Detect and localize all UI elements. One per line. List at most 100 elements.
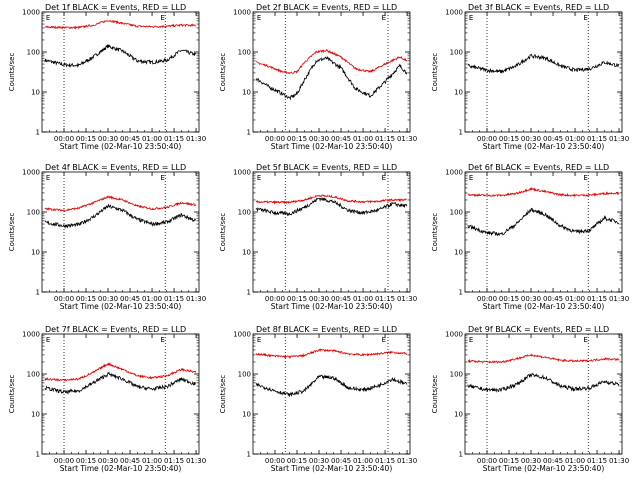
y-tick-label: 10 — [454, 411, 463, 419]
y-tick-label: 1 — [36, 289, 40, 297]
x-tick-label: 00:30 — [521, 135, 541, 143]
x-tick-label: 01:30 — [609, 457, 629, 465]
x-tick-label: 00:15 — [287, 135, 307, 143]
y-tick-label: 1 — [36, 451, 40, 459]
y-tick-label: 100 — [238, 49, 251, 57]
panel-8: Det 8f BLACK = Events, RED = LLD E E 1 10 100… — [219, 325, 417, 473]
x-tick-label: 00:15 — [76, 135, 96, 143]
x-axis-label: Start Time (02-Mar-10 23:50:40) — [60, 302, 182, 311]
events-series — [467, 207, 619, 237]
y-tick-label: 1 — [247, 289, 251, 297]
panel-title: Det 1f BLACK = Events, RED = LLD — [45, 3, 186, 12]
y-tick-label: 100 — [27, 209, 40, 217]
y-tick-label: 100 — [450, 209, 463, 217]
x-tick-label: 00:00 — [265, 295, 285, 303]
x-tick-label: 01:00 — [142, 295, 162, 303]
flag-marker: E — [469, 336, 473, 344]
y-tick-label: 1000 — [445, 9, 463, 17]
x-tick-label: 00:00 — [54, 295, 74, 303]
panel-5: Det 5f BLACK = Events, RED = LLD E E 1 10 100… — [219, 163, 417, 311]
x-tick-label: 00:45 — [120, 295, 140, 303]
y-tick-label: 1 — [36, 129, 40, 137]
x-tick-label: 00:00 — [477, 135, 497, 143]
y-tick-label: 1000 — [22, 169, 40, 177]
x-tick-label: 01:00 — [142, 135, 162, 143]
flag-marker: E — [469, 14, 473, 22]
flag-marker: E — [46, 174, 50, 182]
lld-series — [44, 362, 197, 382]
y-axis-label: Counts/sec — [8, 213, 16, 252]
panel-title: Det 6f BLACK = Events, RED = LLD — [468, 163, 609, 172]
panel-title: Det 7f BLACK = Events, RED = LLD — [45, 325, 186, 334]
panel-3: Det 3f BLACK = Events, RED = LLD E E 1 10 100… — [431, 3, 629, 151]
panel-title: Det 9f BLACK = Events, RED = LLD — [468, 325, 609, 334]
panel-7: Det 7f BLACK = Events, RED = LLD E E 1 10 100… — [8, 325, 206, 473]
y-tick-label: 10 — [242, 89, 251, 97]
flag-marker: E — [160, 14, 164, 22]
panel-9: Det 9f BLACK = Events, RED = LLD E E 1 10 100… — [431, 325, 629, 473]
x-tick-label: 01:30 — [397, 457, 417, 465]
x-tick-label: 00:00 — [54, 135, 74, 143]
panel-6: Det 6f BLACK = Events, RED = LLD E E 1 10 100… — [431, 163, 629, 311]
y-axis-label: Counts/sec — [8, 375, 16, 414]
y-tick-label: 10 — [31, 89, 40, 97]
flag-marker: E — [257, 174, 261, 182]
x-tick-label: 01:30 — [609, 135, 629, 143]
x-tick-label: 00:00 — [477, 457, 497, 465]
flag-marker: E — [382, 336, 386, 344]
x-tick-label: 00:45 — [543, 295, 563, 303]
panel-4: Det 4f BLACK = Events, RED = LLD E E 1 10 100… — [8, 163, 206, 311]
x-tick-label: 01:15 — [375, 295, 395, 303]
events-series — [44, 203, 196, 229]
plot-frame — [41, 333, 200, 455]
y-tick-label: 1 — [459, 451, 463, 459]
lld-series — [255, 348, 407, 359]
x-tick-label: 00:15 — [287, 295, 307, 303]
plot-frame — [464, 171, 623, 293]
x-tick-label: 00:45 — [120, 457, 140, 465]
plot-frame — [252, 171, 411, 293]
x-tick-label: 00:15 — [499, 457, 519, 465]
x-tick-label: 01:00 — [565, 295, 585, 303]
x-tick-label: 00:15 — [76, 457, 96, 465]
x-tick-label: 00:30 — [309, 457, 329, 465]
x-tick-label: 00:45 — [331, 295, 351, 303]
x-tick-label: 00:15 — [499, 295, 519, 303]
x-axis-label: Start Time (02-Mar-10 23:50:40) — [271, 464, 393, 473]
x-tick-label: 00:45 — [331, 457, 351, 465]
x-tick-label: 00:30 — [309, 135, 329, 143]
y-tick-label: 1000 — [233, 9, 251, 17]
y-axis-label: Counts/sec — [431, 213, 439, 252]
y-tick-label: 10 — [454, 89, 463, 97]
lld-series — [44, 19, 196, 30]
flag-marker: E — [469, 174, 473, 182]
y-tick-label: 100 — [238, 371, 251, 379]
x-tick-label: 00:30 — [98, 295, 118, 303]
x-tick-label: 00:00 — [265, 457, 285, 465]
flag-marker: E — [160, 174, 164, 182]
y-tick-label: 10 — [242, 249, 251, 257]
x-axis-label: Start Time (02-Mar-10 23:50:40) — [271, 302, 393, 311]
y-tick-label: 1000 — [233, 331, 251, 339]
flag-marker: E — [382, 14, 386, 22]
y-tick-label: 1000 — [22, 9, 40, 17]
x-axis-label: Start Time (02-Mar-10 23:50:40) — [483, 464, 605, 473]
lld-series — [467, 353, 620, 364]
y-tick-label: 100 — [27, 371, 40, 379]
x-tick-label: 00:30 — [521, 295, 541, 303]
y-tick-label: 1 — [247, 129, 251, 137]
y-tick-label: 1000 — [22, 331, 40, 339]
plot-frame — [464, 11, 623, 133]
flag-marker: E — [257, 336, 261, 344]
y-tick-label: 1 — [459, 129, 463, 137]
x-tick-label: 01:00 — [565, 457, 585, 465]
plot-frame — [41, 171, 200, 293]
x-tick-label: 00:15 — [76, 295, 96, 303]
y-axis-label: Counts/sec — [219, 53, 227, 92]
flag-marker: E — [46, 14, 50, 22]
y-tick-label: 1 — [459, 289, 463, 297]
x-tick-label: 00:00 — [477, 295, 497, 303]
x-tick-label: 01:15 — [164, 295, 184, 303]
x-tick-label: 01:00 — [353, 135, 373, 143]
x-tick-label: 01:30 — [186, 295, 206, 303]
